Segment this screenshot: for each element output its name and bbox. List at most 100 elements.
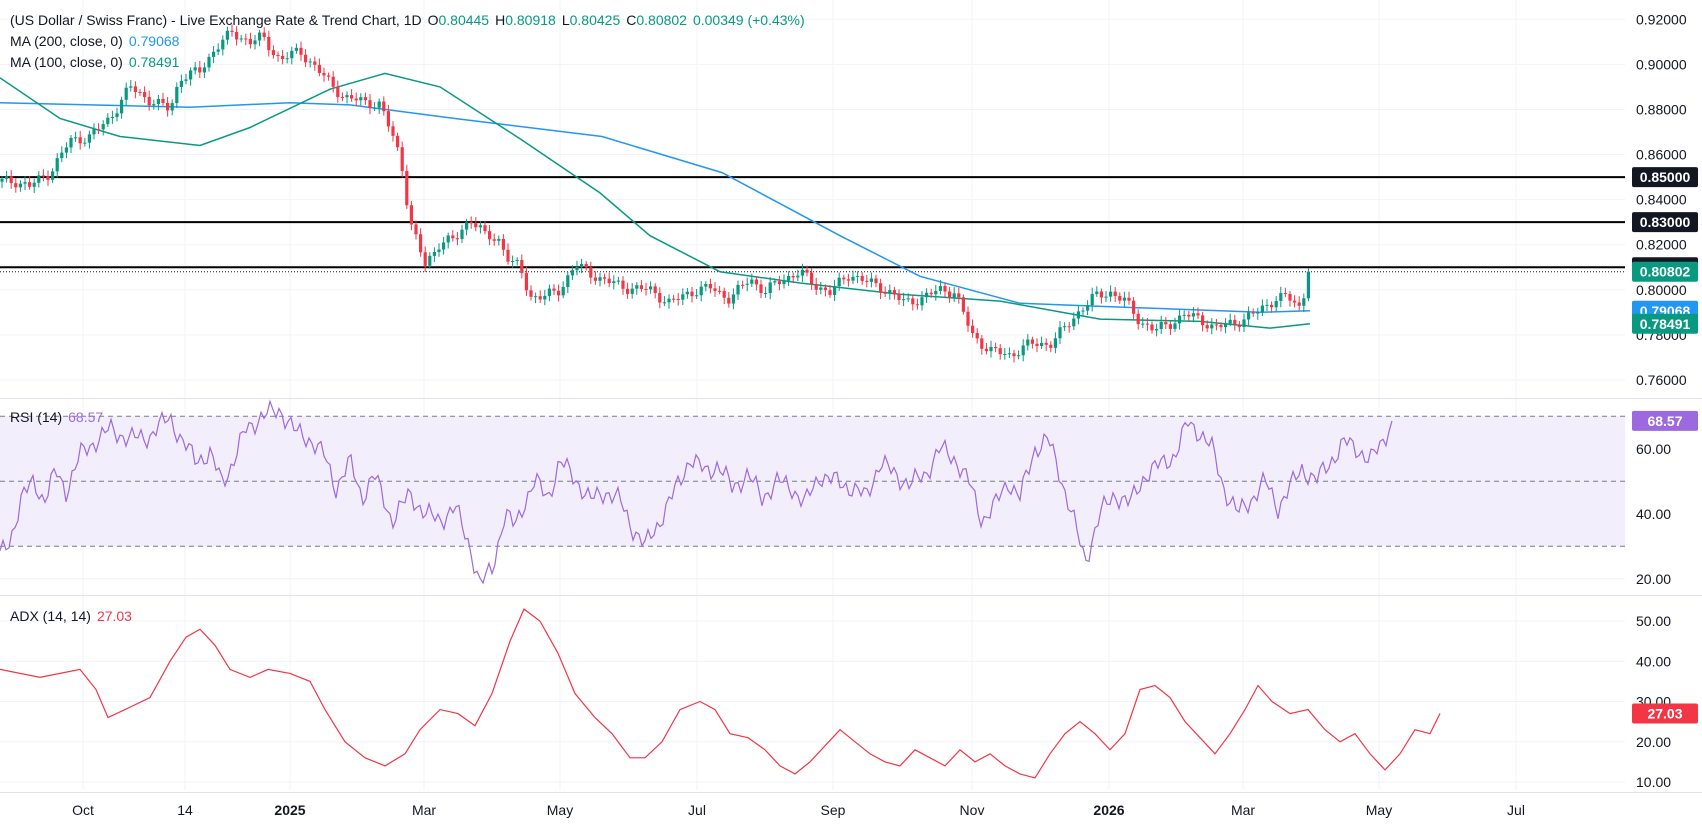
candle-body[interactable]	[1168, 324, 1172, 329]
candle-body[interactable]	[1302, 298, 1306, 306]
candle-body[interactable]	[129, 86, 133, 88]
candle-body[interactable]	[1136, 313, 1140, 325]
candle-body[interactable]	[708, 283, 712, 289]
candle-body[interactable]	[55, 158, 59, 172]
candle-body[interactable]	[78, 137, 82, 144]
candle-body[interactable]	[892, 290, 896, 295]
candle-body[interactable]	[414, 224, 418, 235]
candle-body[interactable]	[5, 176, 9, 179]
candle-body[interactable]	[667, 298, 671, 303]
candle-body[interactable]	[1058, 327, 1062, 339]
ma100-line[interactable]	[0, 72, 1311, 329]
candle-body[interactable]	[492, 239, 496, 241]
candle-body[interactable]	[331, 76, 335, 87]
candle-body[interactable]	[552, 288, 556, 291]
candle-body[interactable]	[644, 288, 648, 290]
candle-body[interactable]	[465, 222, 469, 230]
candle-body[interactable]	[1118, 296, 1122, 301]
candle-body[interactable]	[713, 288, 717, 291]
candle-body[interactable]	[787, 276, 791, 281]
candle-body[interactable]	[1035, 343, 1039, 347]
candle-body[interactable]	[1214, 324, 1218, 326]
candle-body[interactable]	[1260, 305, 1264, 312]
candle-body[interactable]	[207, 56, 211, 68]
candle-body[interactable]	[934, 290, 938, 295]
candle-body[interactable]	[1122, 297, 1126, 301]
candle-body[interactable]	[1159, 322, 1163, 329]
candle-body[interactable]	[966, 311, 970, 326]
candle-body[interactable]	[791, 276, 795, 278]
candle-body[interactable]	[653, 286, 657, 294]
candle-body[interactable]	[547, 288, 551, 296]
candle-body[interactable]	[0, 178, 4, 182]
candle-body[interactable]	[1178, 315, 1182, 324]
candle-body[interactable]	[363, 97, 367, 101]
candle-body[interactable]	[474, 223, 478, 228]
candle-body[interactable]	[419, 234, 423, 253]
candle-body[interactable]	[888, 290, 892, 294]
candle-body[interactable]	[281, 56, 285, 59]
candle-body[interactable]	[248, 38, 252, 45]
candle-body[interactable]	[543, 295, 547, 300]
candle-body[interactable]	[1306, 271, 1310, 299]
candle-body[interactable]	[750, 279, 754, 284]
candle-body[interactable]	[152, 104, 156, 106]
candle-body[interactable]	[515, 259, 519, 261]
candle-body[interactable]	[658, 293, 662, 303]
candle-body[interactable]	[428, 255, 432, 266]
candle-body[interactable]	[373, 107, 377, 109]
candle-body[interactable]	[538, 296, 542, 300]
candle-body[interactable]	[570, 270, 574, 276]
candle-body[interactable]	[557, 290, 561, 296]
candle-body[interactable]	[124, 87, 128, 100]
candle-body[interactable]	[1113, 291, 1117, 297]
candle-body[interactable]	[138, 91, 142, 93]
candle-body[interactable]	[911, 298, 915, 305]
candle-body[interactable]	[193, 67, 197, 71]
candle-body[interactable]	[566, 275, 570, 287]
candle-body[interactable]	[409, 205, 413, 225]
candle-body[interactable]	[621, 280, 625, 289]
candle-body[interactable]	[313, 61, 317, 65]
candle-body[interactable]	[929, 292, 933, 295]
candle-body[interactable]	[1219, 325, 1223, 328]
candle-body[interactable]	[101, 124, 105, 130]
candle-body[interactable]	[1196, 313, 1200, 316]
candle-body[interactable]	[423, 252, 427, 266]
candle-body[interactable]	[1242, 319, 1246, 327]
candle-body[interactable]	[612, 281, 616, 284]
candle-body[interactable]	[212, 51, 216, 57]
candle-body[interactable]	[198, 67, 202, 73]
candle-body[interactable]	[506, 249, 510, 262]
candle-body[interactable]	[488, 231, 492, 240]
candle-body[interactable]	[350, 95, 354, 99]
candle-body[interactable]	[1155, 328, 1159, 331]
candle-body[interactable]	[345, 95, 349, 98]
candle-body[interactable]	[1127, 297, 1131, 301]
candle-body[interactable]	[925, 292, 929, 298]
candle-body[interactable]	[630, 288, 634, 294]
candle-body[interactable]	[823, 287, 827, 291]
candle-body[interactable]	[690, 291, 694, 297]
candle-body[interactable]	[768, 282, 772, 293]
candle-body[interactable]	[483, 225, 487, 232]
candle-body[interactable]	[1030, 339, 1034, 344]
candle-body[interactable]	[819, 287, 823, 290]
candle-body[interactable]	[777, 281, 781, 285]
candle-body[interactable]	[754, 279, 758, 285]
candle-body[interactable]	[354, 98, 358, 101]
candle-body[interactable]	[396, 135, 400, 148]
ma200-line[interactable]	[0, 101, 1311, 314]
candle-body[interactable]	[478, 225, 482, 228]
candle-body[interactable]	[814, 284, 818, 290]
candle-body[interactable]	[1237, 324, 1241, 327]
candle-body[interactable]	[1012, 353, 1016, 357]
candle-body[interactable]	[239, 38, 243, 40]
candle-body[interactable]	[267, 36, 271, 51]
candle-body[interactable]	[184, 79, 188, 81]
candle-body[interactable]	[189, 70, 193, 80]
candle-body[interactable]	[1265, 304, 1269, 306]
candle-body[interactable]	[166, 102, 170, 111]
candle-body[interactable]	[837, 277, 841, 287]
